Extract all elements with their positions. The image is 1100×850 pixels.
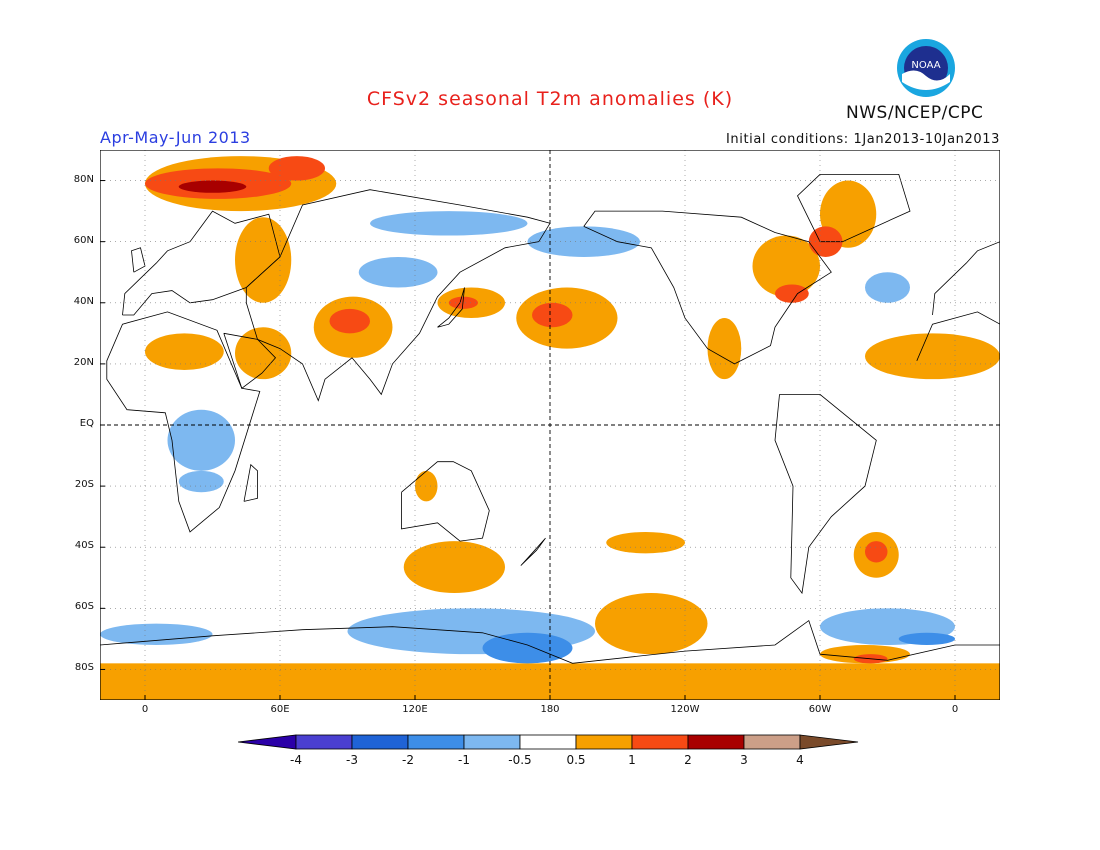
color-bar-label: 3	[740, 753, 748, 767]
lat-tick-label: EQ	[79, 418, 94, 429]
anomaly-region	[898, 632, 955, 645]
anomaly-region	[145, 333, 224, 370]
coastline	[106, 311, 261, 533]
chart-title: CFSv2 seasonal T2m anomalies (K)	[366, 88, 734, 110]
lon-tick-label: 120E	[402, 704, 428, 715]
lon-tick-label: 0	[951, 704, 959, 715]
coastline	[583, 210, 832, 365]
coastline	[223, 332, 277, 389]
anomaly-region	[100, 623, 213, 645]
anomaly-region	[532, 302, 573, 328]
anomaly-region	[752, 235, 820, 297]
agency-name: NWS/NCEP/CPC	[846, 103, 984, 123]
color-bar-label: -0.5	[508, 753, 531, 767]
color-bar-box	[463, 734, 521, 750]
coastline	[401, 461, 490, 542]
color-bar-boxes	[238, 734, 859, 750]
color-bar-label: -2	[402, 753, 414, 767]
lon-tick-label: 60W	[808, 704, 832, 715]
anomaly-region	[178, 470, 224, 493]
lon-tick-label: 120W	[670, 704, 700, 715]
initial-conditions: Initial conditions: 1Jan2013-10Jan2013	[725, 132, 1000, 147]
color-bar-label: 0.5	[566, 753, 585, 767]
lat-tick-label: 40N	[73, 295, 94, 307]
color-bar: -4 -3 -2 -1 -0.5 0.5 1 2 3 4	[238, 734, 859, 767]
lon-tick-label: 60E	[270, 704, 290, 715]
coastline	[932, 241, 1000, 316]
lat-tick-label: 20N	[73, 356, 94, 368]
anomaly-region	[865, 541, 888, 563]
anomaly-region	[235, 327, 292, 380]
coastline	[243, 463, 258, 502]
color-bar-label: -4	[290, 753, 302, 767]
lat-tick-label: 20S	[74, 479, 94, 491]
color-bar-label: 2	[684, 753, 692, 767]
color-bar-arrow-left	[238, 734, 297, 750]
anomaly-region	[178, 180, 247, 193]
coastline	[122, 210, 281, 316]
anomaly-region	[403, 541, 505, 594]
color-bar-arrow-right	[799, 734, 859, 750]
coastlines	[100, 174, 1000, 664]
color-bar-label: -1	[458, 753, 470, 767]
anomaly-region	[370, 211, 528, 236]
lat-tick-label: 80N	[73, 173, 94, 185]
anomaly-region	[865, 333, 1000, 380]
color-bar-label: -3	[346, 753, 358, 767]
anomaly-region	[448, 296, 478, 309]
coastline	[131, 247, 146, 273]
color-bar-box	[295, 734, 353, 750]
lat-tick-label: 80S	[74, 662, 94, 674]
anomaly-region	[415, 470, 438, 502]
color-bar-box	[519, 734, 577, 750]
noaa-logo-text: NOAA	[911, 60, 940, 71]
lon-tick-label: 0	[141, 704, 149, 715]
color-bar-label: 4	[796, 753, 804, 767]
coastline	[100, 619, 1000, 664]
anomaly-region	[482, 632, 573, 664]
anomaly-regions	[100, 156, 1000, 700]
anomaly-region	[329, 308, 370, 334]
color-bar-label: 1	[628, 753, 636, 767]
anomaly-region	[167, 409, 235, 471]
coastline	[245, 189, 551, 402]
coastline	[437, 287, 465, 328]
coastline	[520, 537, 546, 566]
forecast-period: Apr-May-Jun 2013	[100, 128, 251, 147]
anomaly-region	[707, 318, 742, 380]
color-bar-box	[743, 734, 801, 750]
coastline	[797, 174, 911, 243]
lat-tick-label: 60S	[74, 601, 94, 613]
anomaly-region	[775, 284, 809, 303]
anomaly-region	[358, 256, 438, 288]
color-bar-labels: -4 -3 -2 -1 -0.5 0.5 1 2 3 4	[290, 753, 804, 767]
color-bar-box	[631, 734, 689, 750]
map-grid	[100, 150, 1000, 700]
color-bar-box	[687, 734, 745, 750]
lon-tick-label: 180	[540, 704, 560, 715]
anomaly-region	[235, 217, 292, 303]
lat-tick-label: 60N	[73, 234, 94, 246]
noaa-logo-icon: NOAA	[897, 39, 955, 97]
anomaly-region	[865, 272, 910, 303]
color-bar-box	[407, 734, 465, 750]
anomaly-region	[595, 593, 708, 655]
anomaly-region	[606, 531, 685, 554]
color-bar-box	[351, 734, 409, 750]
anomaly-region	[527, 226, 640, 257]
color-bar-box	[575, 734, 633, 750]
anomaly-region	[268, 156, 325, 181]
anomaly-map	[100, 150, 1000, 700]
coastline	[916, 311, 1000, 361]
lat-tick-label: 40S	[74, 540, 94, 552]
